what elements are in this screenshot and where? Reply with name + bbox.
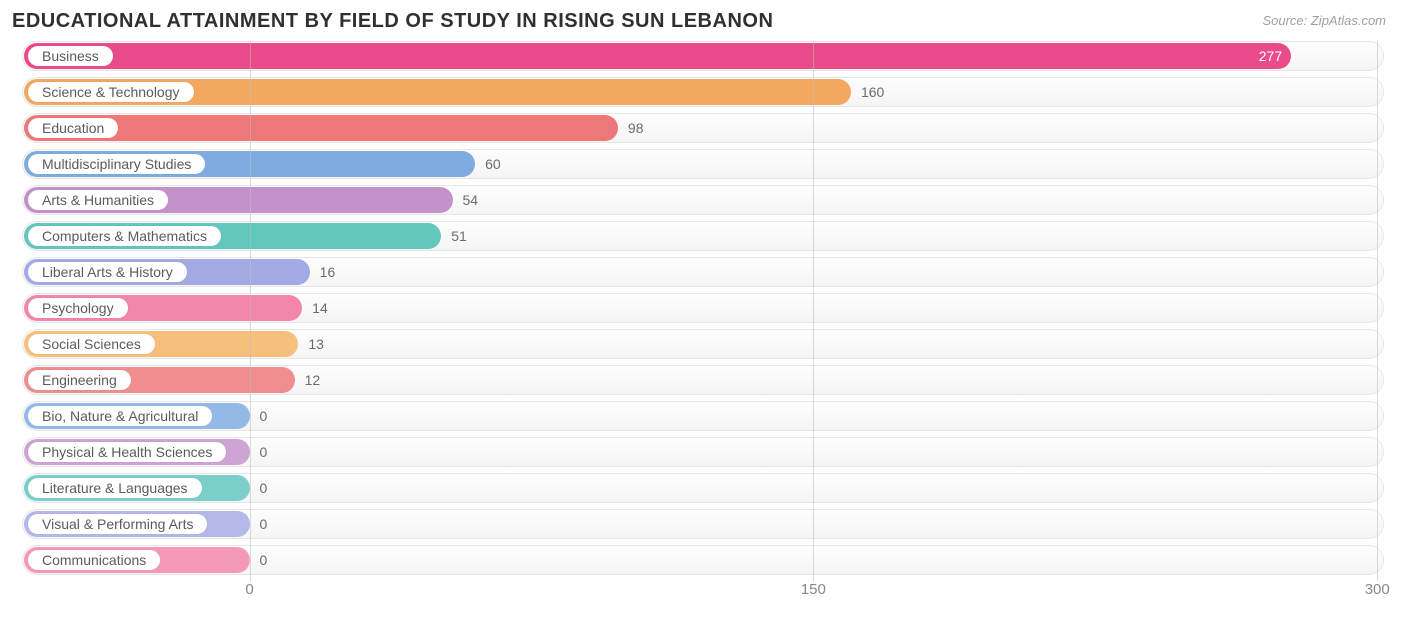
bar-label-pill: Literature & Languages <box>28 478 202 498</box>
bar-value-label: 60 <box>485 156 501 172</box>
bar-label-pill: Engineering <box>28 370 131 390</box>
chart-source: Source: ZipAtlas.com <box>1262 13 1394 28</box>
bar-label-pill: Visual & Performing Arts <box>28 514 207 534</box>
bar-row: Education 98 <box>22 113 1384 143</box>
bar-value-label: 13 <box>308 336 324 352</box>
bar-row: Engineering 12 <box>22 365 1384 395</box>
bar-label-pill: Social Sciences <box>28 334 155 354</box>
bar-label-pill: Psychology <box>28 298 128 318</box>
bar-fill <box>24 43 1291 69</box>
bar-row: Social Sciences 13 <box>22 329 1384 359</box>
bar-value-label: 16 <box>320 264 336 280</box>
bar-row: Business 277 <box>22 41 1384 71</box>
gridline <box>813 41 814 581</box>
bar-value-label: 0 <box>260 480 268 496</box>
bar-value-label: 0 <box>260 516 268 532</box>
bar-value-label: 0 <box>260 552 268 568</box>
bar-label-pill: Arts & Humanities <box>28 190 168 210</box>
bar-label-pill: Bio, Nature & Agricultural <box>28 406 212 426</box>
bar-row: Liberal Arts & History 16 <box>22 257 1384 287</box>
chart-header: EDUCATIONAL ATTAINMENT BY FIELD OF STUDY… <box>12 10 1394 33</box>
bar-value-label: 54 <box>463 192 479 208</box>
bar-row: Arts & Humanities 54 <box>22 185 1384 215</box>
bar-label-pill: Communications <box>28 550 160 570</box>
bar-row: Bio, Nature & Agricultural 0 <box>22 401 1384 431</box>
bar-row: Computers & Mathematics 51 <box>22 221 1384 251</box>
bar-value-label: 277 <box>1259 48 1282 64</box>
bar-label-pill: Multidisciplinary Studies <box>28 154 205 174</box>
chart-title: EDUCATIONAL ATTAINMENT BY FIELD OF STUDY… <box>12 10 773 33</box>
gridline <box>1377 41 1378 581</box>
bar-label-pill: Science & Technology <box>28 82 194 102</box>
gridline <box>250 41 251 581</box>
bar-row: Science & Technology 160 <box>22 77 1384 107</box>
x-tick-label: 300 <box>1365 581 1390 598</box>
bar-row: Literature & Languages 0 <box>22 473 1384 503</box>
bar-label-pill: Liberal Arts & History <box>28 262 187 282</box>
chart-area: Business277Science & Technology160Educat… <box>12 41 1394 603</box>
bar-row: Visual & Performing Arts 0 <box>22 509 1384 539</box>
bar-value-label: 160 <box>861 84 884 100</box>
bar-value-label: 0 <box>260 444 268 460</box>
bar-label-pill: Physical & Health Sciences <box>28 442 226 462</box>
bar-label-pill: Education <box>28 118 118 138</box>
bar-value-label: 98 <box>628 120 644 136</box>
bar-label-pill: Business <box>28 46 113 66</box>
chart-plot: Business277Science & Technology160Educat… <box>22 41 1384 603</box>
bar-row: Physical & Health Sciences 0 <box>22 437 1384 467</box>
bar-value-label: 51 <box>451 228 467 244</box>
bar-row: Communications 0 <box>22 545 1384 575</box>
x-axis: 0150300 <box>22 581 1384 603</box>
x-tick-label: 0 <box>245 581 253 598</box>
bar-row: Psychology 14 <box>22 293 1384 323</box>
bar-value-label: 14 <box>312 300 328 316</box>
bar-label-pill: Computers & Mathematics <box>28 226 221 246</box>
x-tick-label: 150 <box>801 581 826 598</box>
bar-value-label: 0 <box>260 408 268 424</box>
bar-value-label: 12 <box>305 372 321 388</box>
bar-row: Multidisciplinary Studies 60 <box>22 149 1384 179</box>
